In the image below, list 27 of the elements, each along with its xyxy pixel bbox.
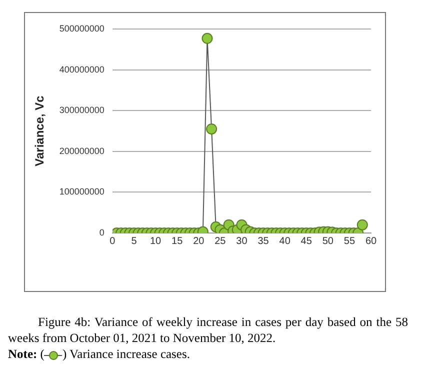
caption: Figure 4b: Variance of weekly increase in cases per day based on the 58 weeks from October 01, 2021 to November 10, 2022. xyxy=(8,315,408,345)
y-tick-label: 400000000 xyxy=(59,64,104,74)
x-tick-label: 60 xyxy=(365,236,377,247)
text: ) xyxy=(62,347,67,361)
x-tick-label: 10 xyxy=(150,236,162,247)
y-axis-title: Variance, Vc xyxy=(32,95,47,166)
point xyxy=(206,123,218,134)
y-tick-label: 100000000 xyxy=(59,186,104,197)
text: ( xyxy=(40,347,44,361)
text: Note: xyxy=(8,347,38,361)
x-tick-label: 25 xyxy=(214,236,226,247)
x-tick-label: 20 xyxy=(193,236,205,247)
x-tick-label: 30 xyxy=(236,236,248,247)
x-tick-label: 55 xyxy=(344,236,356,247)
x-tick-label: 40 xyxy=(279,236,291,247)
x-tick-label: 45 xyxy=(300,236,312,247)
y-tick-label: 0 xyxy=(99,227,104,238)
y-tick-label: 200000000 xyxy=(59,146,104,156)
x-tick-label: 35 xyxy=(258,236,270,247)
y-tick-label: 300000000 xyxy=(59,105,104,116)
x-tick-label: 50 xyxy=(322,236,334,247)
x-tick-label: 15 xyxy=(172,236,184,247)
y-tick-label: 500000000 xyxy=(59,23,104,34)
point xyxy=(202,32,213,44)
x-tick-label: 0 xyxy=(110,236,116,247)
x-tick-label: 5 xyxy=(131,236,138,247)
legend-label: Variance increase cases. xyxy=(70,347,190,361)
